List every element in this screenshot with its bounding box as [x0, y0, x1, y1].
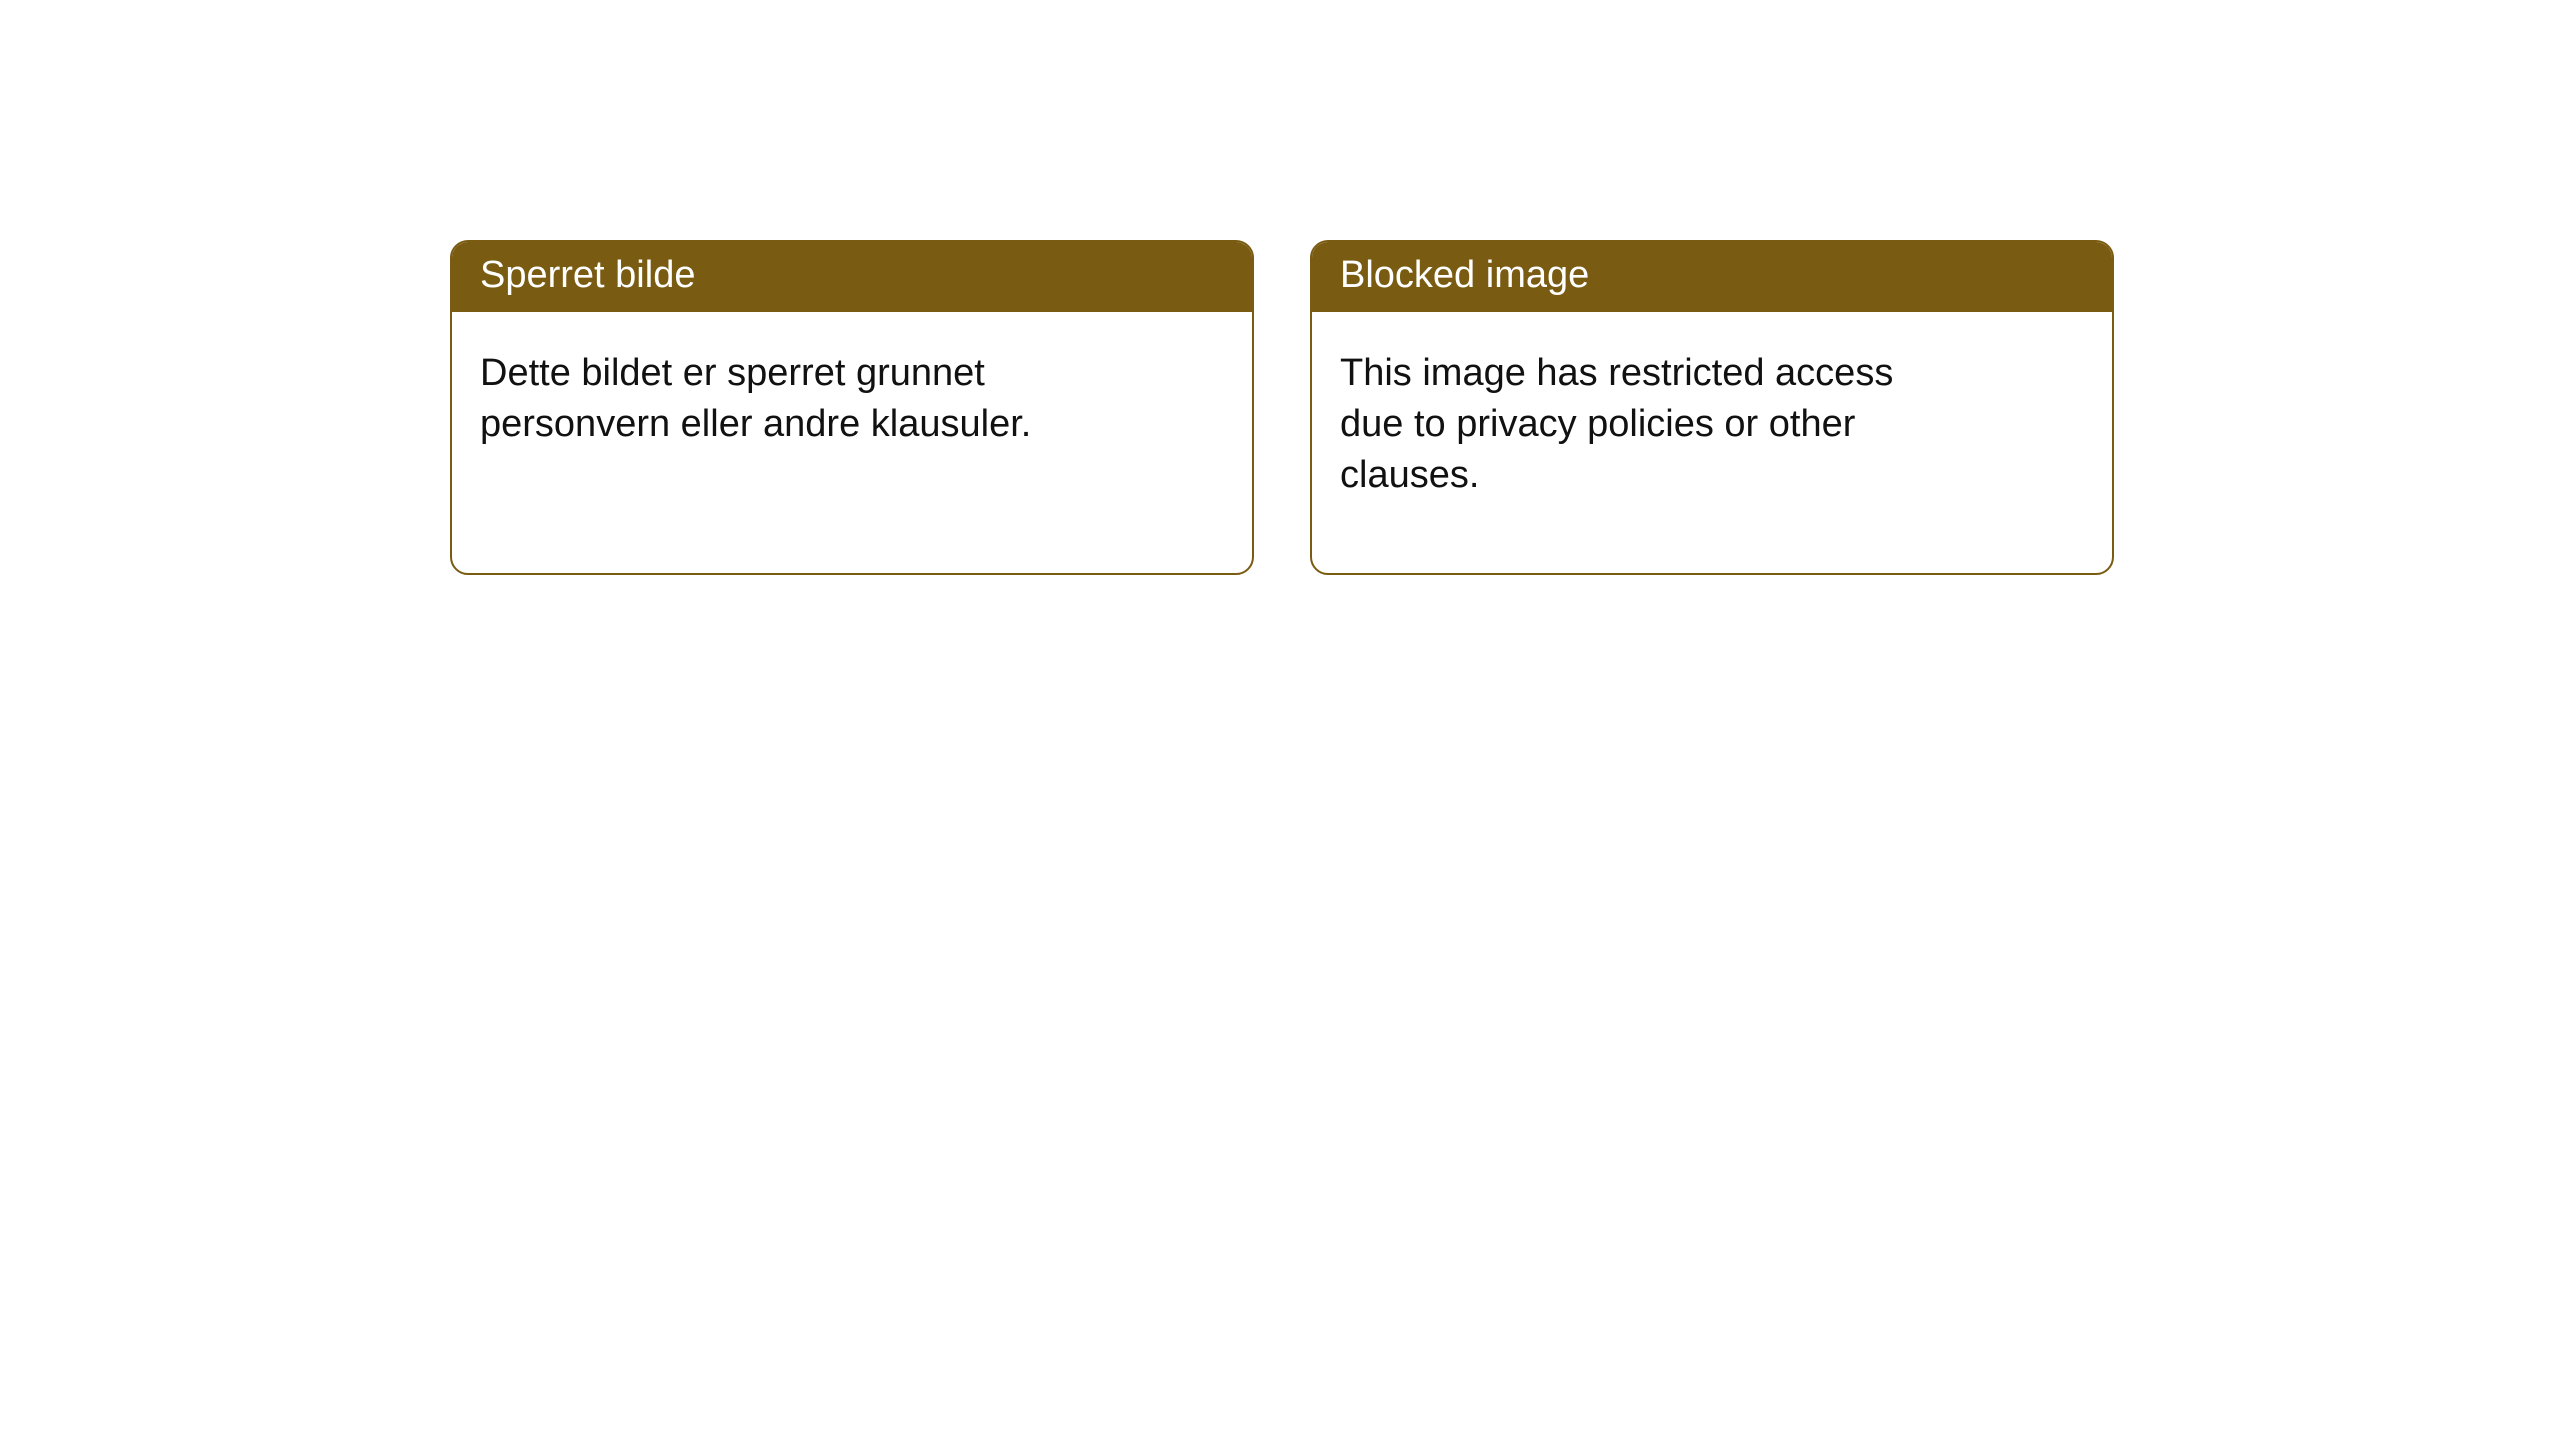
blocked-card-en: Blocked image This image has restricted …	[1310, 240, 2114, 575]
blocked-card-body-en: This image has restricted access due to …	[1312, 312, 1992, 530]
blocked-card-no: Sperret bilde Dette bildet er sperret gr…	[450, 240, 1254, 575]
blocked-card-body-no: Dette bildet er sperret grunnet personve…	[452, 312, 1132, 479]
blocked-card-title-no: Sperret bilde	[452, 242, 1252, 312]
blocked-card-title-en: Blocked image	[1312, 242, 2112, 312]
page-root: Sperret bilde Dette bildet er sperret gr…	[0, 0, 2560, 575]
